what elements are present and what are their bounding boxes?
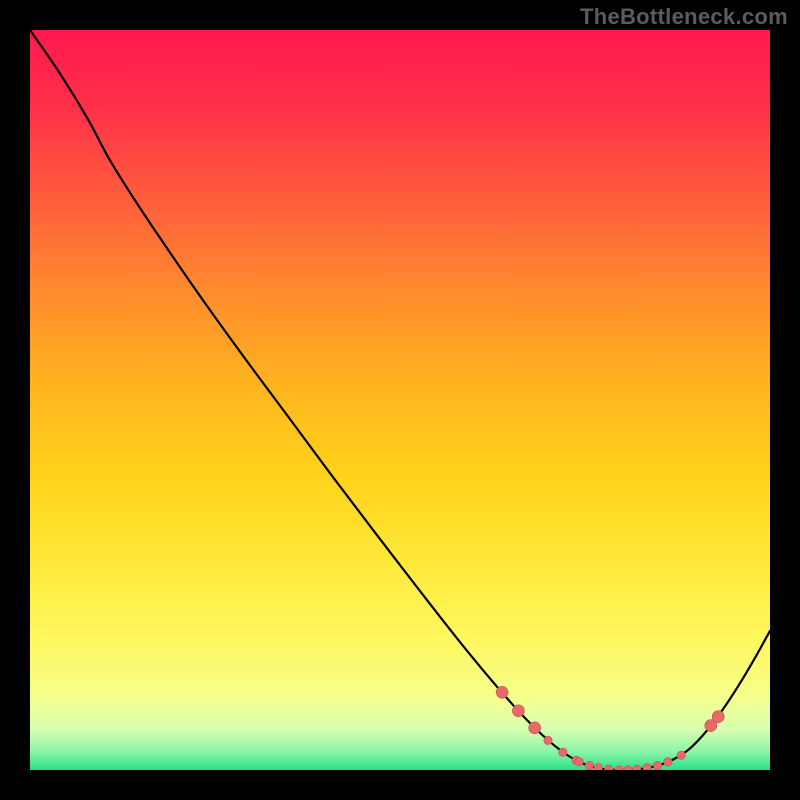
marker-dot <box>559 748 567 756</box>
marker-dot <box>512 705 524 717</box>
marker-dot <box>643 764 651 770</box>
marker-dot <box>529 722 541 734</box>
chart-area <box>30 30 770 770</box>
marker-dot <box>677 751 685 759</box>
marker-dot <box>575 758 583 766</box>
marker-dot <box>585 761 593 769</box>
marker-dot <box>594 764 602 770</box>
marker-dot <box>664 758 672 766</box>
marker-dot <box>496 686 508 698</box>
marker-dot <box>712 711 724 723</box>
gradient-background <box>30 30 770 770</box>
chart-svg <box>30 30 770 770</box>
marker-dot <box>544 736 552 744</box>
marker-dot <box>653 761 661 769</box>
watermark-text: TheBottleneck.com <box>580 4 788 30</box>
